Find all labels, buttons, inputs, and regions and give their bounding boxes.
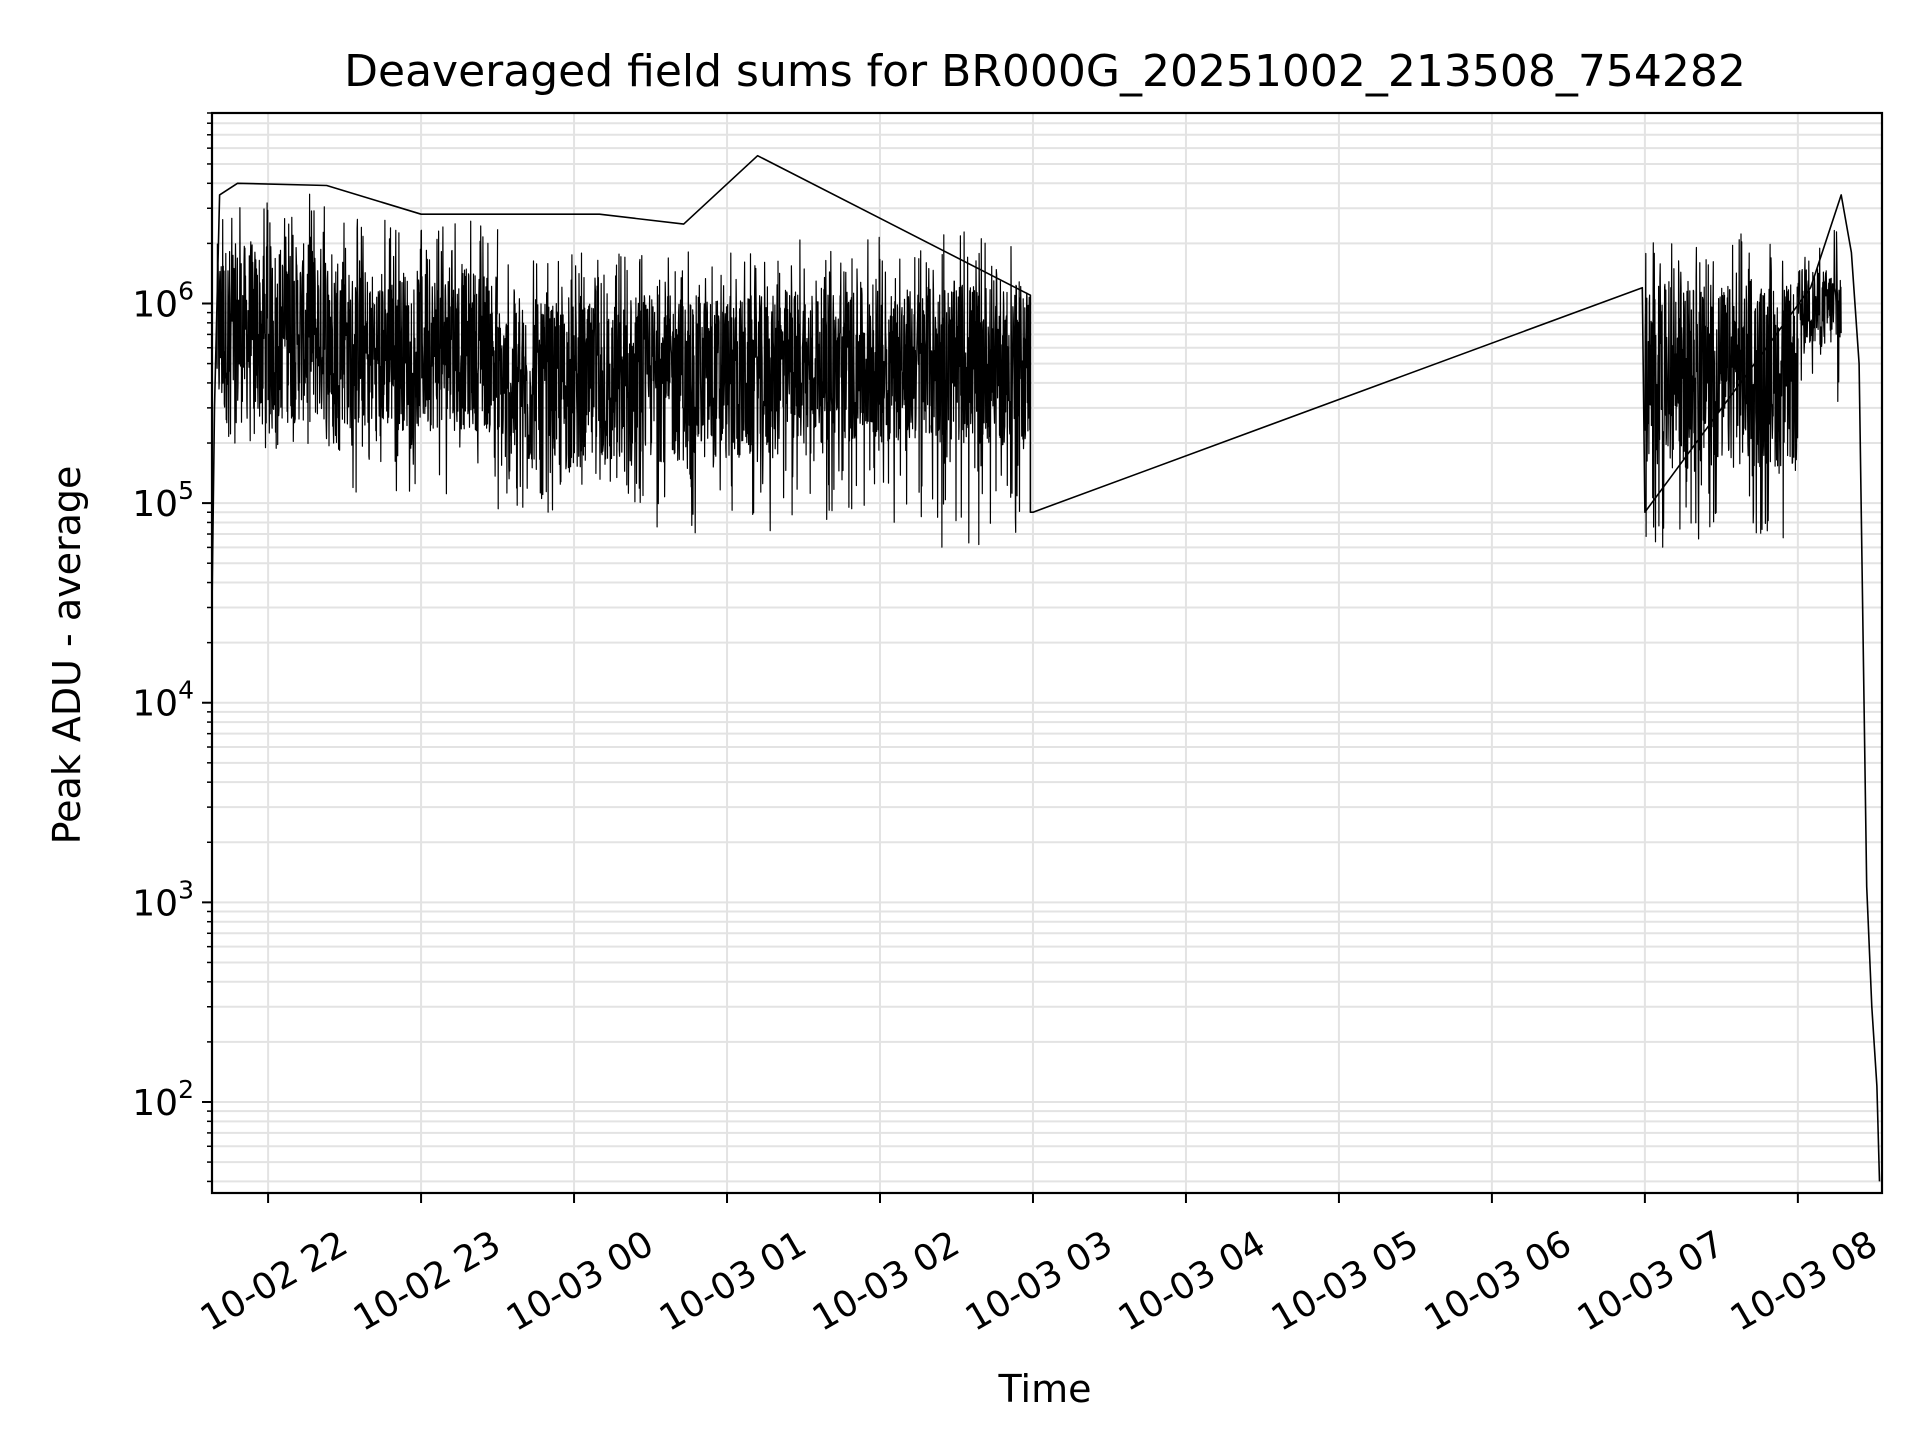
y-tick-exponent: 2 [178, 1075, 194, 1104]
y-axis-label: Peak ADU - average [45, 466, 89, 845]
plot-frame [210, 111, 1884, 1195]
series-line [211, 154, 1881, 1182]
data-layer [211, 154, 1881, 1182]
noise-segment [930, 231, 1031, 548]
x-tick-label: 10-03 03 [959, 1223, 1120, 1339]
x-tick-label: 10-03 04 [1112, 1223, 1273, 1339]
noise-segment [1644, 233, 1799, 548]
grid-layer [212, 112, 1882, 1193]
y-tick-label: 106 [132, 276, 194, 325]
x-tick-label: 10-03 02 [806, 1223, 967, 1339]
x-tick-label: 10-03 08 [1724, 1223, 1885, 1339]
x-tick-label: 10-03 07 [1571, 1223, 1732, 1339]
noise-segment [216, 193, 346, 451]
y-tick-label: 104 [132, 676, 194, 725]
noise-segment [777, 236, 932, 523]
y-tick-base: 10 [132, 883, 178, 924]
y-tick-label: 105 [132, 476, 194, 525]
y-tick-exponent: 4 [178, 676, 194, 705]
noise-segment [497, 252, 652, 513]
x-tick-label: 10-03 01 [653, 1223, 814, 1339]
y-tick-exponent: 3 [178, 875, 194, 904]
y-tick-base: 10 [132, 684, 178, 725]
chart-title: Deaveraged field sums for BR000G_2025100… [344, 46, 1746, 97]
noise-segment [649, 251, 779, 534]
x-tick-label: 10-03 00 [500, 1223, 661, 1339]
noise-segment [344, 218, 499, 495]
y-tick-label: 102 [132, 1075, 194, 1124]
y-tick-exponent: 6 [178, 276, 194, 305]
x-tick-label: 10-03 05 [1265, 1223, 1426, 1339]
x-tick-label: 10-03 06 [1418, 1223, 1579, 1339]
y-tick-base: 10 [132, 284, 178, 325]
y-tick-exponent: 5 [178, 476, 194, 505]
y-tick-label: 103 [132, 875, 194, 924]
x-tick-label: 10-02 23 [347, 1223, 508, 1339]
x-tick-label: 10-02 22 [194, 1223, 355, 1339]
y-tick-base: 10 [132, 1083, 178, 1124]
x-axis-label: Time [998, 1367, 1092, 1411]
y-tick-base: 10 [132, 484, 178, 525]
noise-segment [1797, 229, 1842, 402]
